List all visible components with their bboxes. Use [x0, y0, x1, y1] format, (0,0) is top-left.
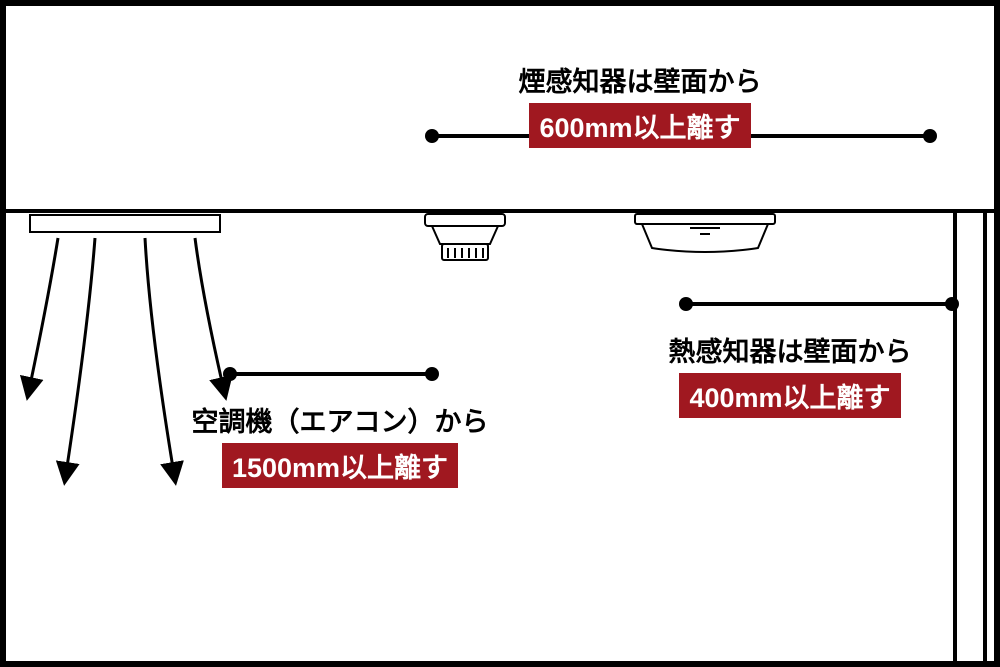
label-heat: 熱感知器は壁面から 400mm以上離す	[640, 330, 940, 418]
label-ac-line1: 空調機（エアコン）から	[180, 400, 500, 439]
label-heat-line2: 400mm以上離す	[679, 373, 900, 418]
heat-detector-icon	[635, 214, 775, 252]
smoke-detector-icon	[425, 214, 505, 260]
label-ac-line2: 1500mm以上離す	[222, 443, 458, 488]
diagram-canvas: 煙感知器は壁面から 600mm以上離す 熱感知器は壁面から 400mm以上離す …	[0, 0, 1000, 667]
label-smoke: 煙感知器は壁面から 600mm以上離す	[490, 60, 790, 148]
label-smoke-line1: 煙感知器は壁面から	[490, 60, 790, 99]
dimension-heat-from-wall	[679, 297, 959, 311]
label-heat-line1: 熱感知器は壁面から	[640, 330, 940, 369]
dimension-ac-distance	[223, 367, 439, 381]
ac-unit-icon	[30, 215, 220, 232]
label-ac: 空調機（エアコン）から 1500mm以上離す	[180, 400, 500, 488]
label-smoke-line2: 600mm以上離す	[529, 103, 750, 148]
